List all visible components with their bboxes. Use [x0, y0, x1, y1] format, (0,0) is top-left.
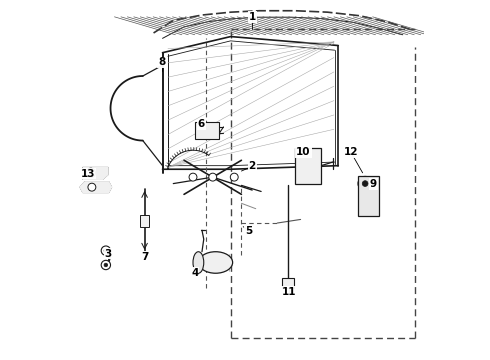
Polygon shape [80, 182, 112, 193]
Text: 3: 3 [104, 248, 112, 258]
Circle shape [209, 173, 217, 181]
Text: 10: 10 [296, 147, 311, 157]
Circle shape [104, 249, 108, 252]
Text: 13: 13 [81, 168, 95, 179]
Text: 1: 1 [248, 12, 256, 22]
Text: 9: 9 [370, 179, 377, 189]
Text: 11: 11 [281, 287, 296, 297]
Text: 12: 12 [343, 147, 358, 157]
FancyBboxPatch shape [358, 176, 379, 216]
Text: 7: 7 [141, 252, 148, 262]
Circle shape [189, 173, 197, 181]
Text: 6: 6 [197, 120, 205, 129]
FancyBboxPatch shape [282, 278, 294, 288]
Text: 4: 4 [191, 267, 198, 278]
Circle shape [101, 260, 111, 270]
Circle shape [362, 181, 368, 186]
Circle shape [88, 183, 96, 191]
FancyBboxPatch shape [195, 122, 219, 139]
Text: 5: 5 [245, 226, 252, 236]
FancyBboxPatch shape [140, 215, 149, 227]
Ellipse shape [193, 252, 204, 273]
Circle shape [230, 173, 238, 181]
Circle shape [358, 176, 372, 191]
FancyBboxPatch shape [295, 148, 321, 184]
Text: 8: 8 [158, 57, 166, 67]
Circle shape [86, 168, 96, 177]
Ellipse shape [198, 252, 233, 273]
Circle shape [104, 263, 108, 267]
Circle shape [101, 246, 111, 255]
Polygon shape [83, 167, 108, 179]
Text: 2: 2 [248, 161, 256, 171]
